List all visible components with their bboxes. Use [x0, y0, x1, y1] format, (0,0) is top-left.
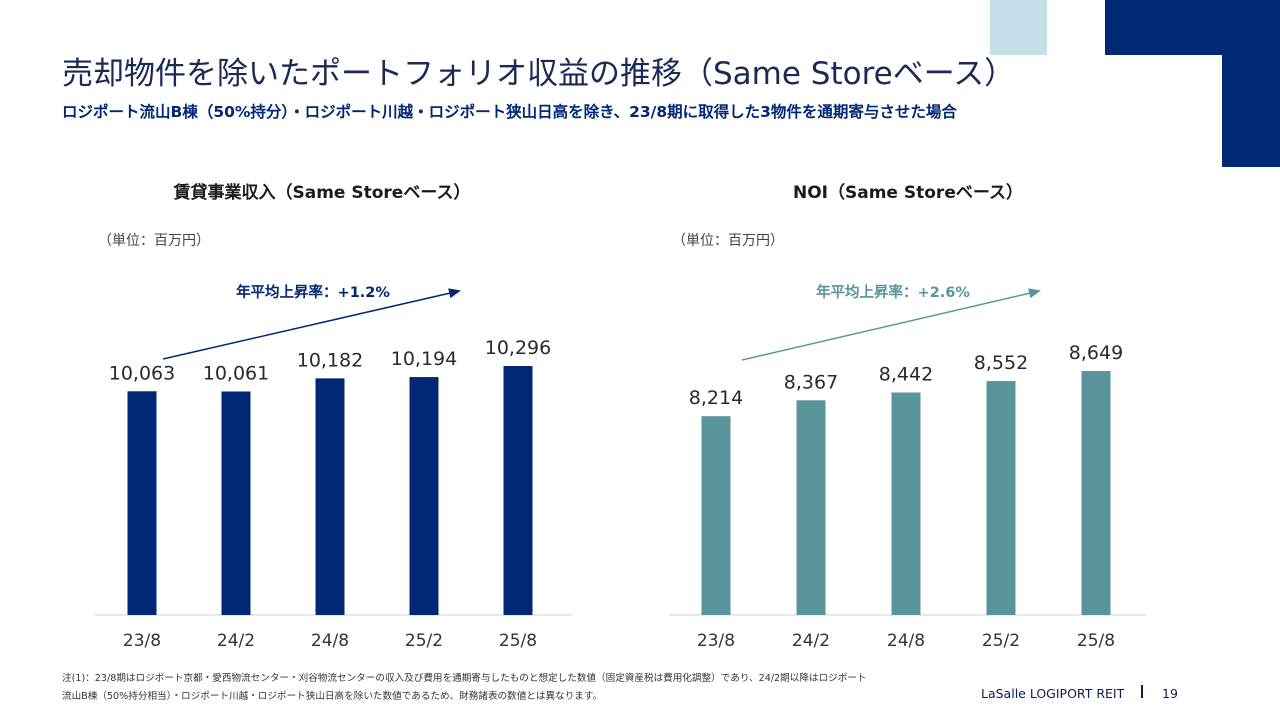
category-label: 25/8 [499, 631, 537, 651]
page-number: 19 [1162, 686, 1178, 701]
unit-label: （単位：百万円） [672, 233, 784, 249]
bar-24-2 [796, 400, 826, 615]
value-label: 8,367 [784, 371, 838, 393]
bar-25-8 [1081, 371, 1111, 615]
bar-25-2 [986, 381, 1016, 615]
value-label: 8,552 [974, 352, 1028, 374]
chart-title: 賃貸事業収入（Same Storeベース） [173, 182, 471, 203]
decor-navy-block [1105, 0, 1280, 55]
category-label: 24/2 [217, 631, 255, 651]
unit-label: （単位：百万円） [98, 233, 210, 249]
bar-23-8 [127, 391, 157, 615]
footer-brand: LaSalle LOGIPORT REIT [981, 686, 1125, 701]
category-label: 24/8 [887, 631, 925, 651]
value-label: 10,061 [203, 362, 269, 384]
value-label: 8,442 [879, 364, 933, 386]
footnote-line: 流山B棟（50%持分相当）・ロジポート川越・ロジポート狭山日高を除いた数値である… [62, 691, 603, 702]
value-label: 10,063 [109, 362, 175, 384]
footnote: 注(1)：23/8期はロジポート京都・愛西物流センター・刈谷物流センターの収入及… [62, 670, 962, 706]
rental-revenue-chart: 賃貸事業収入（Same Storeベース） （単位：百万円） 年平均上昇率：+1… [95, 182, 572, 651]
trend-arrow [741, 288, 1041, 361]
category-label: 24/8 [311, 631, 349, 651]
category-label: 25/2 [405, 631, 443, 651]
category-label: 25/8 [1077, 631, 1115, 651]
cagr-annotation: 年平均上昇率：+1.2% [236, 283, 390, 301]
cagr-annotation: 年平均上昇率：+2.6% [816, 283, 970, 301]
value-label: 10,182 [297, 349, 363, 371]
bar-23-8 [701, 416, 731, 615]
value-label: 10,194 [391, 348, 457, 370]
decor-light-block [990, 0, 1047, 55]
value-label: 8,649 [1069, 342, 1123, 364]
category-label: 23/8 [697, 631, 735, 651]
page-title: 売却物件を除いたポートフォリオ収益の推移（Same Storeベース） [62, 56, 1016, 92]
footnote-line: 注(1)：23/8期はロジポート京都・愛西物流センター・刈谷物流センターの収入及… [62, 673, 867, 684]
value-label: 8,214 [689, 387, 743, 409]
bars-group: 8,214 23/8 8,367 24/2 8,442 24/8 8,552 25/2 8,64… [689, 342, 1123, 651]
bar-25-8 [503, 366, 533, 615]
bar-24-8 [315, 378, 345, 615]
value-label: 10,296 [485, 337, 551, 359]
page-subtitle: ロジポート流山B棟（50%持分）・ロジポート川越・ロジポート狭山日高を除き、23… [62, 103, 957, 121]
category-label: 25/2 [982, 631, 1020, 651]
footer-separator [1141, 685, 1143, 698]
decor-navy-side-block [1222, 55, 1280, 167]
bar-24-2 [221, 391, 251, 615]
category-label: 24/2 [792, 631, 830, 651]
noi-chart: NOI（Same Storeベース） （単位：百万円） 年平均上昇率：+2.6%… [669, 182, 1146, 651]
bar-24-8 [891, 392, 921, 615]
bars-group: 10,063 23/8 10,061 24/2 10,182 24/8 10,194 25/2… [109, 337, 551, 651]
chart-title: NOI（Same Storeベース） [793, 182, 1023, 203]
trend-arrow [162, 288, 461, 360]
category-label: 23/8 [123, 631, 161, 651]
bar-25-2 [409, 377, 439, 615]
